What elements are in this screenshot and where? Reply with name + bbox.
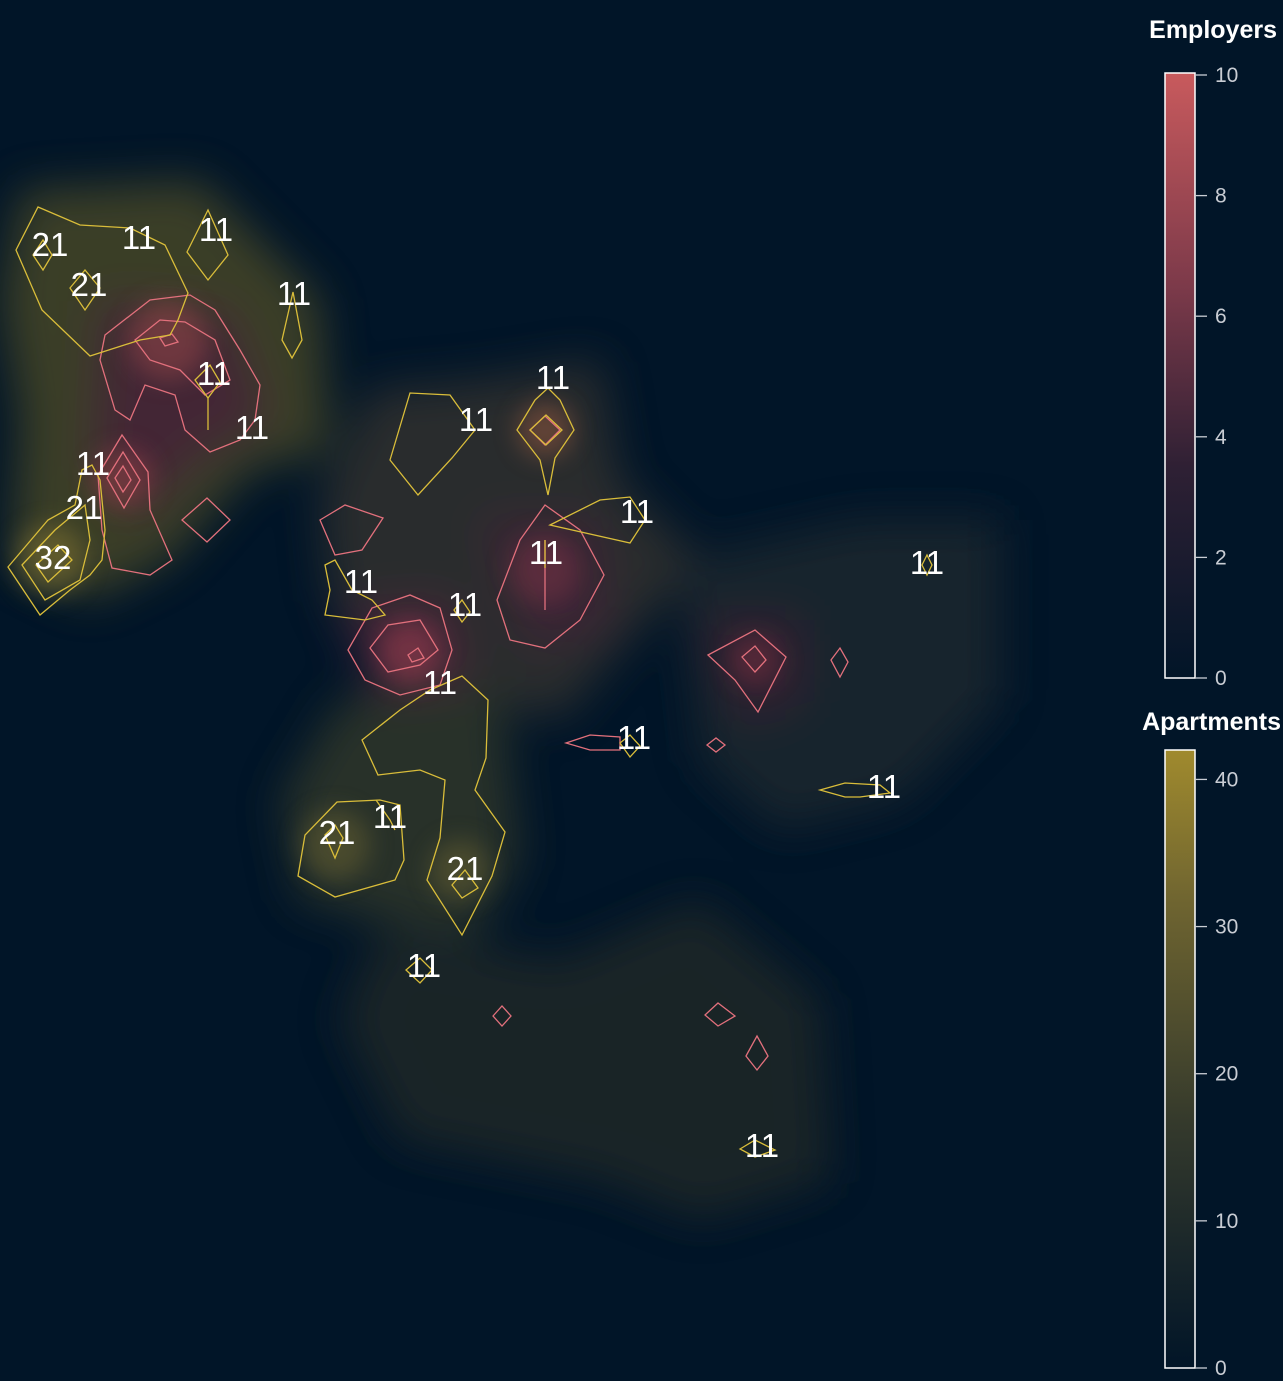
legend-employers-ticks: 0 2 4 6 8 10 [1195,64,1238,690]
count-label: 21 [447,850,484,887]
apartments-contour [451,868,479,899]
apartments-contour [281,291,303,360]
count-label: 11 [407,947,441,984]
count-label: 11 [122,219,156,256]
employers-contour [407,647,425,663]
heat-glow-layer [0,180,1000,1220]
employers-contour [745,1034,769,1072]
apartments-contour [15,206,189,357]
count-label: 21 [66,489,103,526]
apartments-contour [35,544,73,583]
count-label: 11 [620,493,654,530]
count-label: 11 [76,445,110,482]
legend-apartments: Apartments 0 10 20 30 40 [1142,708,1281,1380]
apartments-contour [194,363,221,400]
count-label: 11 [617,719,651,756]
employers-contour [830,646,849,679]
apartments-contour [324,823,344,860]
legend-employers-tick-label: 2 [1215,546,1227,569]
count-label: 11 [745,1127,779,1164]
count-label: 21 [32,226,69,263]
employers-contour [705,737,727,753]
count-label: 21 [71,266,108,303]
count-label: 32 [35,539,72,576]
employers-contour [706,629,787,714]
legend-apartments-title: Apartments [1142,708,1281,736]
employers-contour [319,504,385,556]
apartments-contour [389,392,476,496]
legend-employers-title: Employers [1149,16,1277,44]
employers-contour [99,294,261,453]
count-label: 21 [319,814,356,851]
apartments-contour [21,503,91,601]
count-label: 11 [197,355,231,392]
legend-employers-tick-label: 0 [1215,667,1227,690]
legend-apartments-colorbar [1164,749,1196,1369]
apartments-contour [186,208,229,282]
count-label: 11 [448,586,482,623]
employers-contour [563,734,621,751]
count-label: 11 [867,768,901,805]
legend-employers: Employers 0 2 4 6 8 10 [1149,16,1277,690]
legend-employers-tick-label: 6 [1215,305,1227,328]
apartments-contours [7,206,933,1158]
employers-contour [369,619,439,673]
apartments-contour [69,268,101,312]
legend-apartments-tick-label: 30 [1215,916,1238,939]
count-label: 11 [344,563,378,600]
employers-contour [492,1005,512,1027]
apartments-contour [405,957,433,984]
employers-contour [106,450,141,510]
employers-contour [347,594,453,696]
count-label: 11 [423,664,457,701]
apartments-contour [375,799,396,831]
legend-apartments-tick-label: 20 [1215,1063,1238,1086]
apartments-contour [324,559,387,621]
count-label: 11 [277,275,311,312]
apartments-contour [7,464,106,616]
legend-employers-tick-label: 4 [1215,426,1227,449]
employers-contour [97,433,173,576]
legend-employers-tick-label: 10 [1215,64,1238,87]
count-label: 11 [199,211,233,248]
employers-contour [496,504,605,649]
count-label: 11 [529,534,563,571]
apartments-contour [297,799,405,898]
count-label: 11 [536,359,570,396]
employers-contour [741,645,767,673]
apartments-contour [516,387,575,496]
apartments-contour [921,553,933,577]
legend-employers-colorbar [1164,72,1196,679]
apartments-contour [361,675,506,937]
employers-contour [181,497,231,543]
legend-apartments-tick-label: 40 [1215,768,1238,791]
apartments-contour [738,1139,777,1158]
count-label: 11 [235,409,269,446]
apartments-contour [529,414,563,446]
apartments-contour [453,598,471,624]
count-label: 11 [910,544,944,581]
apartments-contour [548,496,646,544]
legend-apartments-tick-label: 10 [1215,1210,1238,1233]
apartments-contour [619,734,641,759]
employers-contour [134,319,231,396]
count-label: 11 [373,798,407,835]
apartments-contour [817,782,892,798]
legend-apartments-ticks: 0 10 20 30 40 [1195,768,1238,1380]
count-label: 11 [459,401,493,438]
apartments-contour [32,238,53,272]
legend-apartments-tick-label: 0 [1215,1357,1227,1380]
employers-contour [114,464,132,494]
legend-employers-tick-label: 8 [1215,185,1227,208]
employers-contour [704,1002,737,1027]
